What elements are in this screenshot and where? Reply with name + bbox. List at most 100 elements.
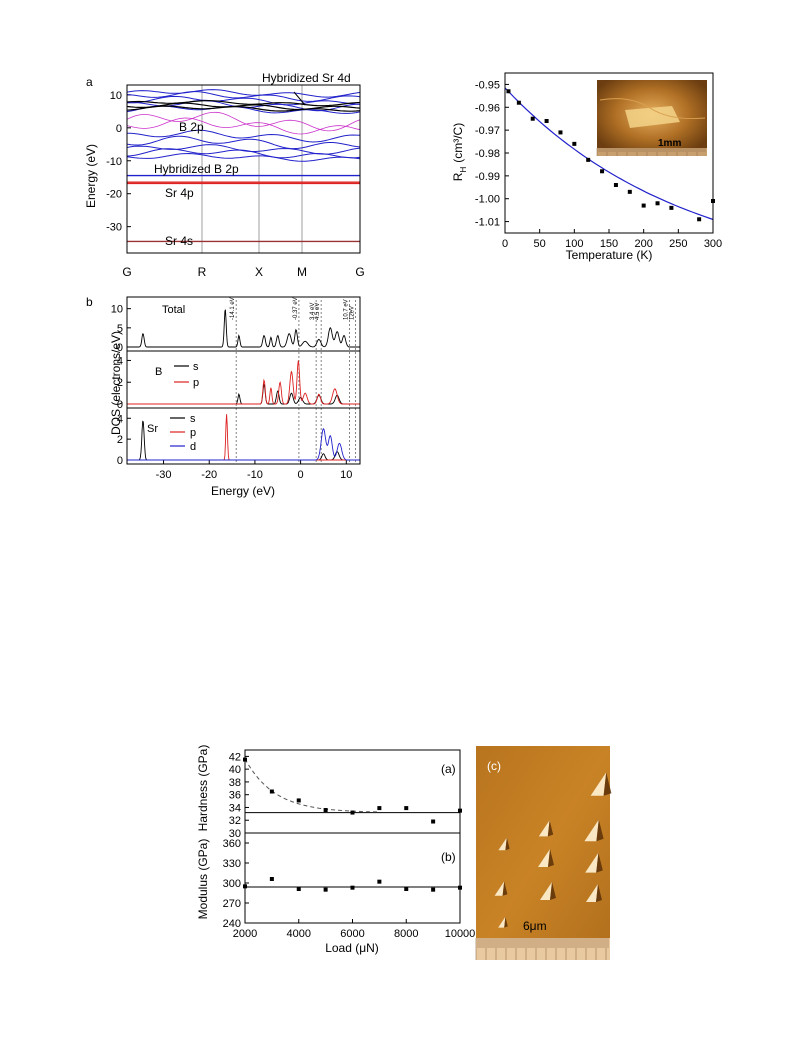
dos-marker-label: 4.5 eV xyxy=(315,303,321,320)
dos-curve xyxy=(127,427,360,461)
dos-marker-label: -0.37 eV xyxy=(293,297,299,320)
rh-y-tick-label: -0.97 xyxy=(475,125,500,137)
dos-y-tick-label: 4 xyxy=(117,355,123,367)
rh-x-tick-label: 200 xyxy=(634,238,652,250)
panel-label-a: a xyxy=(86,75,93,89)
rh-fit-curve xyxy=(504,87,714,221)
hardness-data-point xyxy=(404,806,409,811)
rh-x-tick-label: 50 xyxy=(534,238,546,250)
load-x-tick-label: 8000 xyxy=(394,928,418,940)
annot-sr4d: Hybridized Sr 4d xyxy=(262,71,351,85)
rh-y-tick-label: -0.96 xyxy=(475,102,500,114)
rh-frame xyxy=(504,72,714,234)
band-line xyxy=(126,111,361,132)
rh-x-tick-label: 100 xyxy=(565,238,583,250)
k-point-label: G xyxy=(355,265,364,279)
indent-shadow xyxy=(596,884,602,902)
hardness-data-point xyxy=(296,798,301,803)
rh-data-point xyxy=(655,201,660,206)
dos-sr-label: Sr xyxy=(147,423,158,435)
modulus-data-point xyxy=(404,887,409,891)
rh-y-tick-label: -0.99 xyxy=(475,171,500,183)
annot-sr4s: Sr 4s xyxy=(165,234,193,248)
dos-x-tick-label: 10 xyxy=(340,469,352,481)
afm-scale-label: 6μm xyxy=(523,919,547,933)
load-x-tick-label: 2000 xyxy=(233,928,257,940)
hardness-y-tick-label: 32 xyxy=(229,815,241,827)
rh-data-point xyxy=(572,141,577,146)
modulus-data-point xyxy=(296,887,301,891)
band-line xyxy=(126,152,361,162)
rh-y-tick-label: -1.00 xyxy=(475,194,500,206)
hardness-data-point xyxy=(377,806,382,811)
k-point-label: R xyxy=(198,265,207,279)
band-frame xyxy=(126,84,361,254)
mech-frame xyxy=(244,749,461,924)
rh-data-point xyxy=(586,157,591,162)
dos-b-label: B xyxy=(155,366,162,378)
band-line xyxy=(126,99,361,107)
modulus-y-tick-label: 270 xyxy=(223,898,241,910)
rh-data-point xyxy=(558,130,563,135)
indent-mark xyxy=(494,881,505,896)
load-x-tick-label: 6000 xyxy=(340,928,364,940)
dos-y-tick-label: 0 xyxy=(117,399,123,411)
dos-curve xyxy=(127,360,360,405)
inset-sample-photo xyxy=(596,80,707,156)
hardness-y-tick-label: 34 xyxy=(229,802,241,814)
band-structure-plot: a Energy (eV) 10 0 -10 -20 -30 G R X M G Hybridi… xyxy=(84,71,365,279)
indent-mark xyxy=(498,916,506,928)
afm-panel-label: (c) xyxy=(487,759,501,773)
rh-x-axis-label: Temperature (K) xyxy=(566,248,653,262)
legend-sr-d: d xyxy=(190,441,196,453)
rh-data-point xyxy=(669,205,674,210)
annot-b2p: B 2p xyxy=(179,120,204,134)
hardness-data-point xyxy=(269,789,274,794)
band-line xyxy=(126,95,361,106)
indent-mark xyxy=(498,837,507,851)
dos-curve xyxy=(127,309,360,348)
rh-y-tick-label: -0.98 xyxy=(475,148,500,160)
modulus-y-tick-label: 330 xyxy=(223,858,241,870)
dos-x-tick-label: 0 xyxy=(298,469,304,481)
band-y-tick-label: 0 xyxy=(116,123,122,135)
panel-label-b: b xyxy=(86,295,93,309)
annot-sr4p: Sr 4p xyxy=(165,186,194,200)
rh-data-point xyxy=(516,100,521,105)
dos-x-tick-label: -30 xyxy=(156,469,172,481)
k-point-label: G xyxy=(122,265,131,279)
modulus-data-point xyxy=(350,885,355,890)
rh-data-point xyxy=(697,217,702,222)
hardness-y-tick-label: 38 xyxy=(229,777,241,789)
k-point-label: X xyxy=(255,265,263,279)
modulus-data-point xyxy=(377,879,382,884)
indent-shadow xyxy=(504,916,508,928)
modulus-y-axis-label: Modulus (GPa) xyxy=(196,839,210,920)
band-line xyxy=(126,89,361,98)
indent-shadow xyxy=(505,837,510,851)
afm-image xyxy=(475,746,612,960)
rh-data-point xyxy=(600,169,605,174)
dos-marker-label: 12eV xyxy=(349,306,355,320)
dos-x-tick-label: -20 xyxy=(201,469,217,481)
hardness-y-tick-label: 36 xyxy=(229,790,241,802)
hardness-y-tick-label: 42 xyxy=(229,751,241,763)
load-x-tick-label: 10000 xyxy=(445,928,476,940)
rh-y-tick-label: -0.95 xyxy=(475,79,500,91)
dos-marker-label: 10.7 eV xyxy=(343,299,349,320)
annot-hyb-b2p: Hybridized B 2p xyxy=(154,162,239,176)
modulus-panel-label: (b) xyxy=(441,850,456,864)
band-line xyxy=(126,105,361,112)
band-line xyxy=(126,102,361,111)
dos-marker-label: -14.1 eV xyxy=(230,297,236,320)
rh-y-tick-label: -1.01 xyxy=(475,217,500,229)
dos-y-axis-label: DOS (electrons/eV) xyxy=(109,331,123,435)
modulus-data-point xyxy=(431,887,436,892)
band-y-tick-label: -10 xyxy=(106,156,122,168)
load-x-axis-label: Load (μN) xyxy=(325,941,379,955)
hardness-panel-label: (a) xyxy=(441,762,456,776)
dos-frame xyxy=(126,296,361,465)
rh-x-tick-label: 250 xyxy=(669,238,687,250)
indent-shadow xyxy=(550,882,556,900)
